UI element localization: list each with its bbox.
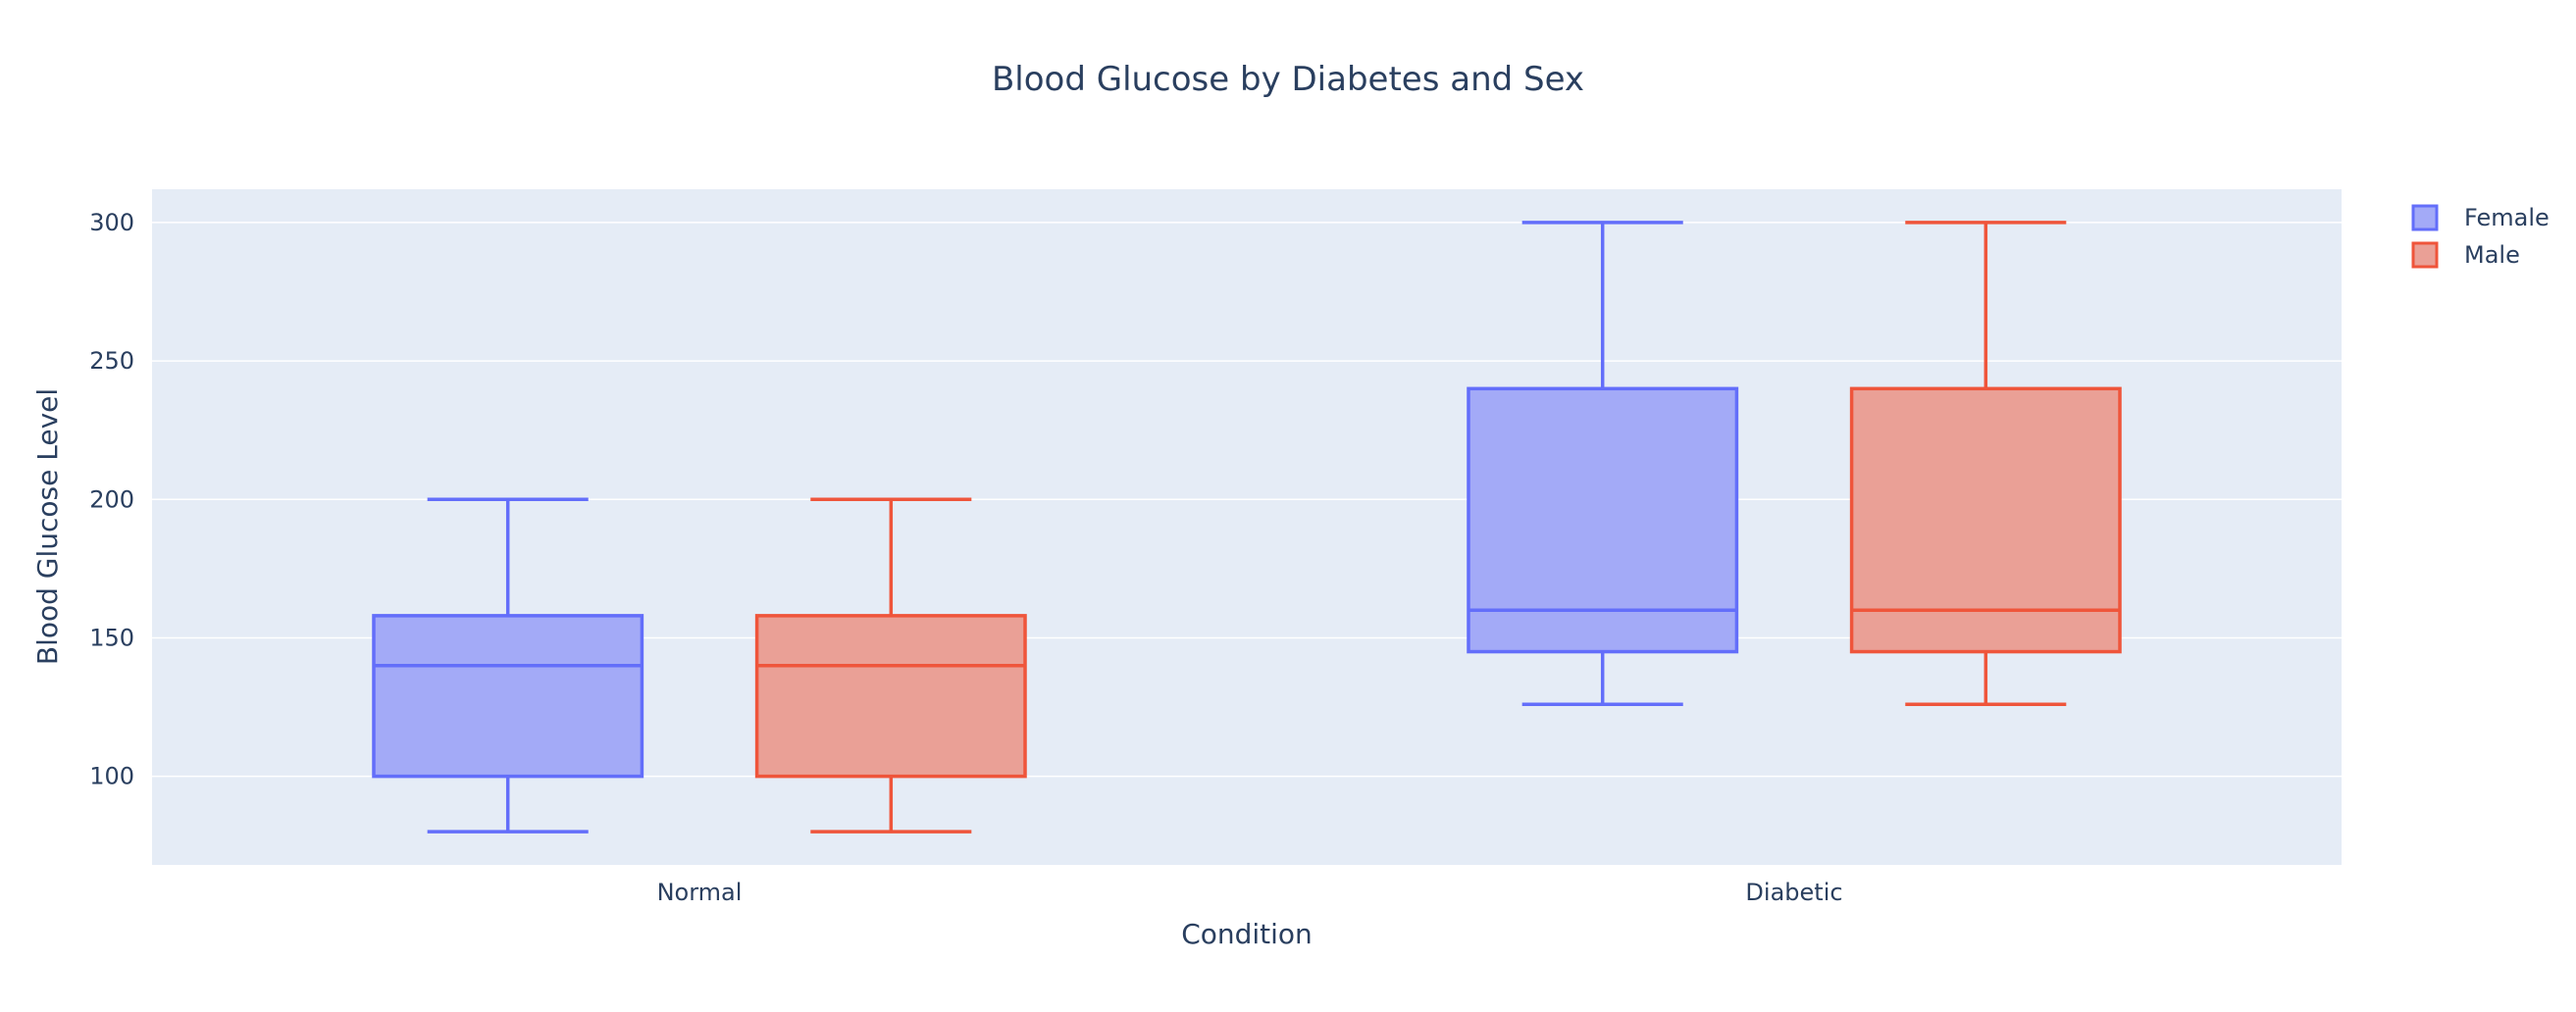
iqr-box [1849,386,2122,654]
x-tick-label: Diabetic [1745,879,1842,906]
legend-swatch [2411,204,2439,231]
x-tick-label: Normal [657,879,743,906]
iqr-box [754,614,1027,779]
x-tick-labels: Normal Diabetic [657,879,1843,906]
legend-item-male[interactable]: Male [2411,241,2520,269]
chart-title: Blood Glucose by Diabetes and Sex [992,60,1584,99]
legend-swatch [2411,241,2439,269]
y-tick-label: 100 [89,763,134,790]
x-axis-title: Condition [1181,918,1313,950]
box-male-diabetic [1849,221,2122,706]
box-male-normal [754,497,1027,834]
y-axis-title: Blood Glucose Level [31,388,64,665]
boxes [372,221,2122,834]
legend-label: Female [2464,204,2550,231]
iqr-box [372,614,644,779]
y-tick-labels: 100 150 200 250 300 [89,209,134,790]
y-tick-label: 300 [89,209,134,236]
y-tick-label: 250 [89,347,134,375]
y-tick-label: 200 [89,485,134,513]
legend-item-female[interactable]: Female [2411,204,2550,231]
legend-label: Male [2464,241,2520,269]
iqr-box [1467,386,1739,654]
box-female-normal [372,497,644,834]
box-female-diabetic [1467,221,1739,706]
legend[interactable]: Female Male [2411,204,2550,269]
y-tick-label: 150 [89,624,134,651]
